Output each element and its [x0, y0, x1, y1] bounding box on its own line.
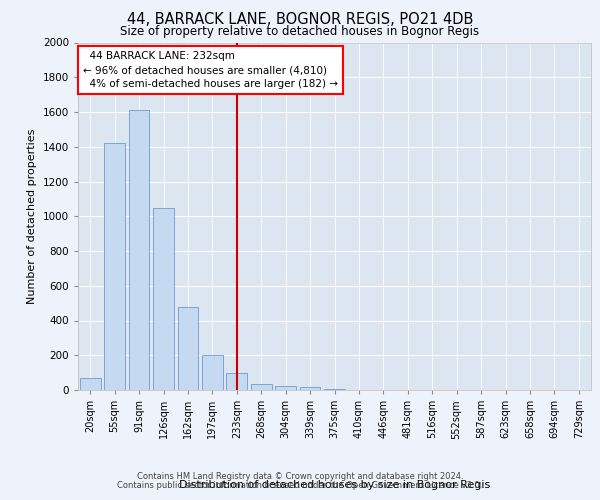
Bar: [226, 372, 247, 390]
Bar: [324, 388, 345, 390]
Bar: [202, 355, 223, 390]
Bar: [178, 306, 199, 390]
Bar: [299, 387, 320, 390]
Bar: [104, 144, 125, 390]
Bar: [275, 386, 296, 390]
Bar: [251, 384, 272, 390]
Bar: [153, 208, 174, 390]
Bar: [80, 378, 101, 390]
Text: Size of property relative to detached houses in Bognor Regis: Size of property relative to detached ho…: [121, 25, 479, 38]
X-axis label: Distribution of detached houses by size in Bognor Regis: Distribution of detached houses by size …: [179, 480, 490, 490]
Text: Contains public sector information licensed under the Open Government Licence v3: Contains public sector information licen…: [118, 481, 482, 490]
Text: 44 BARRACK LANE: 232sqm
← 96% of detached houses are smaller (4,810)
  4% of sem: 44 BARRACK LANE: 232sqm ← 96% of detache…: [83, 51, 338, 89]
Bar: [128, 110, 149, 390]
Y-axis label: Number of detached properties: Number of detached properties: [27, 128, 37, 304]
Text: 44, BARRACK LANE, BOGNOR REGIS, PO21 4DB: 44, BARRACK LANE, BOGNOR REGIS, PO21 4DB: [127, 12, 473, 28]
Text: Contains HM Land Registry data © Crown copyright and database right 2024.: Contains HM Land Registry data © Crown c…: [137, 472, 463, 481]
